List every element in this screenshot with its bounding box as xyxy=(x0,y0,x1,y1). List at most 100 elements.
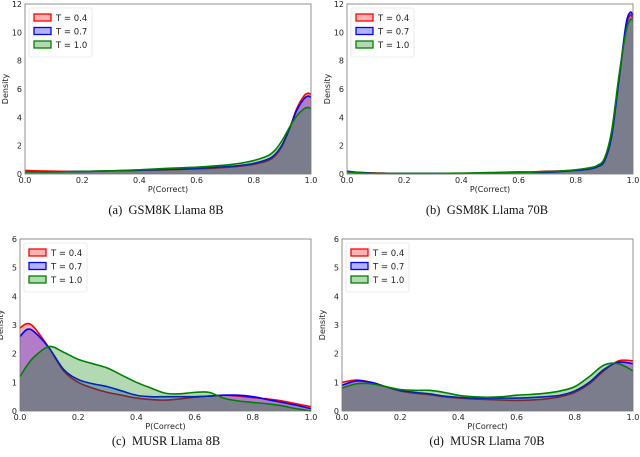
density-fill-10 xyxy=(20,346,311,411)
subplot-c: 0.0 0.2 0.4 0.6 0.8 1.0 0 1 2 3 4 5 6 P(Correct) Densi… xyxy=(0,235,317,431)
legend: T = 0.4 T = 0.7 T = 1.0 xyxy=(23,242,88,293)
axes-frame xyxy=(19,238,312,412)
x-tick-label: 0.0 xyxy=(14,413,27,422)
subplot-a: 0.0 0.2 0.4 0.6 0.8 1.0 0 2 4 6 8 10 12 P(Correct) Den… xyxy=(1,0,317,194)
legend-swatch xyxy=(350,261,369,271)
x-axis-label: P(Correct) xyxy=(467,422,507,431)
legend-swatch xyxy=(28,248,47,257)
y-tick-label: 6 xyxy=(339,85,344,94)
legend-swatch xyxy=(33,13,52,22)
density-line-10 xyxy=(25,106,312,173)
legend-swatch xyxy=(28,261,47,271)
x-tick-label: 0.2 xyxy=(394,413,407,422)
legend-swatch xyxy=(33,26,52,36)
y-tick-label: 3 xyxy=(334,321,339,330)
x-tick-label: 0.2 xyxy=(72,413,85,422)
x-tick-label: 1.0 xyxy=(305,413,318,422)
legend-box xyxy=(350,7,415,58)
legend-label: T = 0.7 xyxy=(372,263,404,273)
y-tick-label: 2 xyxy=(339,142,344,151)
legend: T = 0.4 T = 0.7 T = 1.0 xyxy=(350,7,415,58)
caption-c: (c) MUSR Llama 8B xyxy=(111,434,221,448)
legend-label: T = 0.7 xyxy=(55,28,87,38)
density-fill-10 xyxy=(342,363,633,411)
y-tick-label: 1 xyxy=(334,378,339,387)
x-tick-label: 0.4 xyxy=(455,176,468,185)
legend-swatch xyxy=(350,275,369,284)
y-tick-label: 4 xyxy=(334,292,339,301)
x-tick-label: 0.0 xyxy=(19,176,32,185)
x-tick-label: 1.0 xyxy=(627,413,640,422)
legend-label: T = 1.0 xyxy=(55,41,87,51)
legend-label: T = 1.0 xyxy=(377,41,409,51)
y-axis-label: Density xyxy=(318,310,327,341)
legend-label: T = 0.7 xyxy=(377,28,409,38)
y-tick-label: 2 xyxy=(12,350,17,359)
density-fill-04 xyxy=(342,360,633,411)
y-tick-label: 12 xyxy=(334,0,344,9)
legend-label: T = 0.4 xyxy=(372,249,404,259)
x-tick-label: 0.0 xyxy=(336,413,349,422)
y-tick-label: 5 xyxy=(12,264,17,273)
x-tick-label: 0.0 xyxy=(341,176,354,185)
y-tick-label: 1 xyxy=(12,378,17,387)
legend-label: T = 0.7 xyxy=(50,263,82,273)
y-tick-label: 4 xyxy=(12,292,17,301)
density-line-10 xyxy=(346,18,634,175)
x-tick-label: 0.4 xyxy=(452,413,465,422)
y-tick-label: 6 xyxy=(12,235,17,244)
y-tick-label: 0 xyxy=(339,170,344,179)
x-tick-label: 0.2 xyxy=(76,176,89,185)
legend-swatch xyxy=(33,40,52,49)
y-tick-label: 4 xyxy=(17,113,22,122)
y-tick-label: 10 xyxy=(12,28,22,37)
y-tick-label: 2 xyxy=(17,142,22,151)
x-tick-label: 0.2 xyxy=(398,176,411,185)
y-tick-label: 6 xyxy=(17,85,22,94)
x-tick-label: 0.4 xyxy=(133,176,146,185)
x-axis-label: P(Correct) xyxy=(148,185,188,194)
x-tick-label: 0.8 xyxy=(246,413,259,422)
legend-box xyxy=(23,242,88,293)
legend-box xyxy=(345,242,410,293)
legend-swatch xyxy=(355,40,374,49)
density-fill-07 xyxy=(342,362,633,411)
x-tick-label: 0.6 xyxy=(190,176,203,185)
legend-swatch xyxy=(350,248,369,257)
y-tick-label: 12 xyxy=(12,0,22,9)
density-line-10 xyxy=(19,345,312,412)
y-axis-label: Density xyxy=(323,74,332,105)
caption-a: (a) GSM8K Llama 8B xyxy=(108,203,224,217)
x-tick-label: 1.0 xyxy=(627,176,640,185)
y-tick-label: 0 xyxy=(12,407,17,416)
subplot-d: 0.0 0.2 0.4 0.6 0.8 1.0 0 1 2 3 4 5 6 P(Correct) Densi… xyxy=(318,235,639,431)
y-tick-label: 10 xyxy=(334,28,344,37)
density-fill-04 xyxy=(25,93,311,174)
density-fill-10 xyxy=(25,107,311,174)
y-tick-label: 6 xyxy=(334,235,339,244)
y-tick-label: 8 xyxy=(339,57,344,66)
x-tick-label: 0.8 xyxy=(569,176,582,185)
y-axis-label: Density xyxy=(1,74,10,105)
y-tick-label: 4 xyxy=(339,113,344,122)
axes-frame xyxy=(24,3,312,175)
y-tick-label: 8 xyxy=(17,57,22,66)
x-tick-label: 0.8 xyxy=(568,413,581,422)
x-tick-label: 0.6 xyxy=(188,413,201,422)
legend-label: T = 0.4 xyxy=(55,14,87,24)
density-fill-07 xyxy=(20,329,311,411)
density-fill-07 xyxy=(25,96,311,174)
y-tick-label: 5 xyxy=(334,264,339,273)
legend: T = 0.4 T = 0.7 T = 1.0 xyxy=(28,7,93,58)
axes-frame xyxy=(341,238,634,412)
x-tick-label: 0.8 xyxy=(247,176,260,185)
caption-d: (d) MUSR Llama 70B xyxy=(429,434,545,448)
legend-label: T = 1.0 xyxy=(372,276,404,286)
y-tick-label: 3 xyxy=(12,321,17,330)
legend-box xyxy=(28,7,93,58)
y-tick-label: 0 xyxy=(334,407,339,416)
legend-label: T = 0.4 xyxy=(377,14,409,24)
x-axis-label: P(Correct) xyxy=(470,185,510,194)
y-tick-label: 0 xyxy=(17,170,22,179)
